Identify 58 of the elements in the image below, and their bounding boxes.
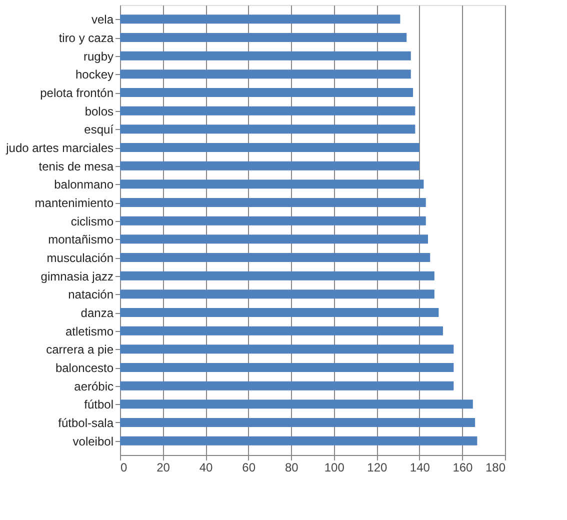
x-tick-label: 100 xyxy=(324,460,345,474)
y-tick-label: tenis de mesa xyxy=(38,159,114,174)
bar xyxy=(120,88,414,97)
y-tick-label: vela xyxy=(91,12,114,27)
bar xyxy=(120,290,434,299)
y-tick-label: carrera a pie xyxy=(46,342,114,357)
bar xyxy=(120,198,426,207)
y-tick-label: bolos xyxy=(84,104,114,118)
x-tick-label: 40 xyxy=(199,460,214,474)
y-tick-label: montañismo xyxy=(48,232,114,247)
bar xyxy=(120,344,454,354)
bar xyxy=(120,51,411,60)
bar xyxy=(120,106,416,116)
x-tick-label: 180 xyxy=(485,460,506,474)
y-tick-label: balonmano xyxy=(54,178,114,192)
x-tick-label: 160 xyxy=(452,460,474,474)
y-tick-label: natación xyxy=(68,288,114,302)
y-tick-label: fútbol-sala xyxy=(58,416,114,430)
bar xyxy=(120,234,428,244)
y-tick-label: baloncesto xyxy=(55,361,114,375)
y-tick-label: ciclismo xyxy=(70,214,114,228)
y-tick-label: fútbol xyxy=(84,398,114,412)
bar xyxy=(120,180,424,189)
x-tick-label: 120 xyxy=(367,460,388,474)
bar xyxy=(120,216,426,226)
bar xyxy=(120,253,430,262)
bar xyxy=(120,14,400,24)
bar xyxy=(120,418,476,427)
bar xyxy=(120,143,420,152)
y-tick-label: musculación xyxy=(46,251,114,265)
y-tick-label: danza xyxy=(80,306,114,320)
bar xyxy=(120,33,407,42)
y-tick-label: gimnasia jazz xyxy=(40,269,114,284)
y-tick-label: voleibol xyxy=(72,434,114,448)
x-tick-label: 0 xyxy=(120,460,128,474)
y-tick-label: aeróbic xyxy=(74,379,114,394)
y-tick-label: judo artes marciales xyxy=(5,141,114,155)
y-tick-label: pelota frontón xyxy=(40,86,114,100)
bar xyxy=(120,363,454,372)
y-tick-label: esquí xyxy=(84,122,114,137)
bar xyxy=(120,124,416,134)
bar xyxy=(120,308,439,317)
y-tick-label: rugby xyxy=(83,49,114,64)
bar xyxy=(120,161,420,170)
x-tick-label: 140 xyxy=(410,460,430,474)
x-tick-label: 20 xyxy=(156,460,170,474)
x-tick-label: 80 xyxy=(284,460,299,474)
x-tick-label: 60 xyxy=(242,460,256,474)
bar xyxy=(120,436,478,446)
bar xyxy=(120,326,443,336)
y-tick-label: hockey xyxy=(75,68,114,82)
bar xyxy=(120,400,473,409)
y-tick-label: atletismo xyxy=(65,324,114,338)
y-tick-label: mantenimiento xyxy=(34,196,114,210)
bar xyxy=(120,381,454,390)
y-tick-label: tiro y caza xyxy=(58,31,114,45)
bar xyxy=(120,271,434,280)
bar xyxy=(120,70,411,79)
